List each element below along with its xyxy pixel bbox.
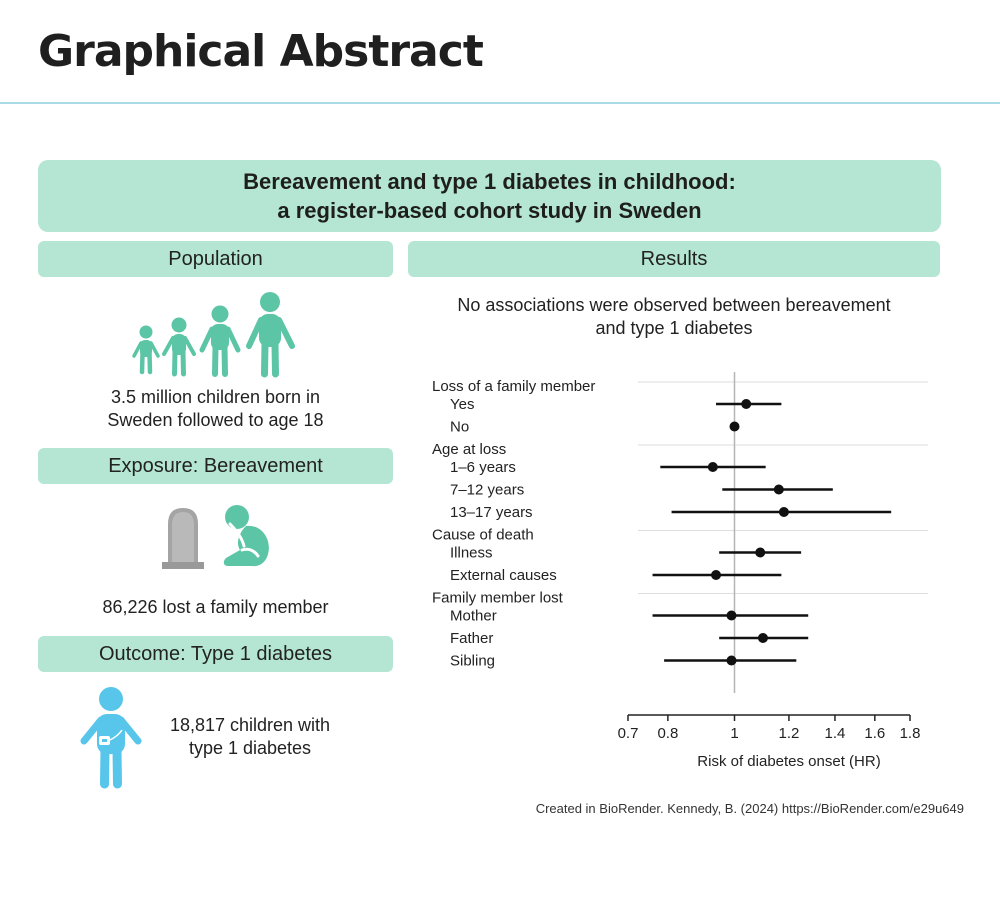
hr-point: [707, 462, 718, 472]
outcome-caption-line2: type 1 diabetes: [188, 738, 312, 758]
biorender-credit: Created in BioRender. Kennedy, B. (2024)…: [535, 801, 964, 816]
x-axis-label: Risk of diabetes onset (HR): [697, 753, 880, 770]
group-label: Family member lost: [432, 590, 564, 607]
row-label: 7–12 years: [450, 482, 524, 499]
abstract-title-line1: Bereavement and type 1 diabetes in child…: [243, 169, 736, 194]
hr-point: [729, 421, 740, 432]
hr-point: [755, 547, 766, 558]
population-caption: 3.5 million children born in Sweden foll…: [38, 386, 393, 432]
abstract-title-line2: a register-based cohort study in Sweden: [277, 198, 702, 223]
population-caption-line2: Sweden followed to age 18: [107, 410, 324, 430]
x-tick-label: 0.8: [657, 725, 678, 742]
row-label: Yes: [450, 396, 474, 413]
x-tick-label: 1: [730, 725, 738, 742]
outcome-caption: 18,817 children with type 1 diabetes: [150, 714, 350, 760]
x-tick-label: 1.2: [779, 725, 800, 742]
group-label: Loss of a family member: [432, 378, 595, 395]
results-summary-line2: and type 1 diabetes: [595, 318, 753, 338]
abstract-title-banner: Bereavement and type 1 diabetes in child…: [38, 160, 941, 232]
row-label: Sibling: [450, 653, 495, 670]
row-label: 13–17 years: [450, 504, 533, 521]
outcome-caption-line1: 18,817 children with: [169, 715, 331, 735]
exposure-section-bar: Exposure: Bereavement: [38, 448, 393, 484]
hr-point: [726, 610, 737, 621]
group-label: Cause of death: [432, 527, 534, 544]
grieving-child-icon: [223, 505, 269, 567]
hr-point: [757, 633, 768, 643]
outcome-label: Outcome: Type 1 diabetes: [98, 642, 333, 665]
population-caption-line1: 3.5 million children born in: [110, 387, 321, 407]
results-summary: No associations were observed between be…: [408, 294, 940, 340]
population-label: Population: [168, 247, 263, 270]
row-label: Mother: [450, 608, 497, 625]
x-tick-label: 0.7: [618, 725, 639, 742]
hr-point: [711, 570, 722, 580]
exposure-label: Exposure: Bereavement: [108, 454, 323, 477]
outcome-section-bar: Outcome: Type 1 diabetes: [38, 636, 393, 672]
hr-point: [778, 507, 789, 517]
row-label: Father: [450, 630, 493, 647]
hr-point: [726, 655, 737, 666]
population-section-bar: Population: [38, 241, 393, 277]
page-title: Graphical Abstract: [38, 26, 484, 77]
x-tick-label: 1.6: [864, 725, 885, 742]
x-tick-label: 1.8: [900, 725, 921, 742]
hr-point: [773, 484, 784, 495]
results-section-bar: Results: [408, 241, 940, 277]
row-label: 1–6 years: [450, 459, 516, 476]
gravestone-icon: [162, 508, 204, 569]
child-with-insulin-pump-icon: [80, 687, 142, 789]
x-tick-label: 1.4: [825, 725, 846, 742]
hr-point: [741, 399, 752, 409]
row-label: Illness: [450, 545, 493, 562]
results-label: Results: [640, 247, 708, 270]
row-label: No: [450, 419, 469, 436]
row-label: External causes: [450, 567, 557, 584]
family-silhouettes-icon: [132, 292, 295, 378]
exposure-caption: 86,226 lost a family member: [102, 597, 329, 617]
heading-divider: [0, 102, 1000, 104]
group-label: Age at loss: [432, 441, 506, 458]
results-summary-line1: No associations were observed between be…: [457, 295, 891, 315]
